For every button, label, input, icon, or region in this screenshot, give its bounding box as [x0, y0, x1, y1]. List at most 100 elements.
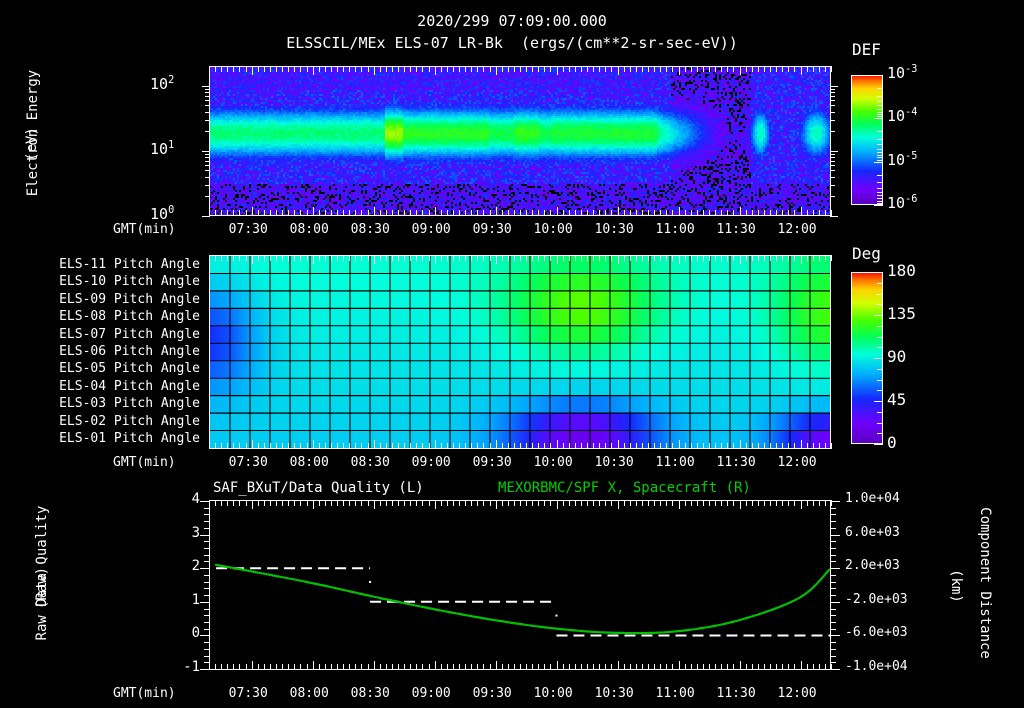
tick-mark — [410, 66, 411, 72]
tick-mark — [877, 433, 883, 434]
tick-mark — [801, 255, 802, 264]
tick-mark — [447, 443, 448, 449]
tick-mark — [599, 500, 600, 506]
tick-mark — [727, 664, 728, 670]
tick-mark — [325, 443, 326, 449]
tick-mark — [435, 500, 436, 509]
tick-mark — [204, 575, 210, 576]
tick-mark — [313, 440, 314, 449]
tick-mark — [496, 66, 497, 75]
tick-mark — [819, 500, 820, 506]
tick-mark — [343, 255, 344, 261]
tick-mark — [239, 500, 240, 506]
tick-mark — [313, 66, 314, 75]
tick-mark — [508, 443, 509, 449]
tick-mark — [282, 255, 283, 261]
tick-mark — [544, 66, 545, 72]
tick-mark — [740, 255, 741, 264]
tick-mark — [877, 101, 883, 102]
tick-mark — [202, 151, 210, 152]
tick-mark — [877, 390, 883, 391]
tick-mark — [355, 255, 356, 261]
tick-mark — [636, 210, 637, 216]
tick-mark — [422, 210, 423, 216]
tick-mark — [605, 443, 606, 449]
tick-mark — [624, 664, 625, 670]
tick-mark — [209, 210, 210, 216]
tick-mark — [429, 500, 430, 506]
tick-mark — [490, 66, 491, 72]
tick-mark — [752, 210, 753, 216]
tick-mark — [758, 500, 759, 506]
tick-mark — [288, 210, 289, 216]
tick-mark — [435, 440, 436, 449]
tick-mark — [587, 255, 588, 261]
quality-xtick-10:00: 10:00 — [533, 686, 573, 701]
tick-mark — [877, 412, 883, 413]
tick-mark — [599, 66, 600, 72]
tick-mark — [654, 500, 655, 506]
tick-mark — [416, 210, 417, 216]
quality-xtick-11:00: 11:00 — [655, 686, 695, 701]
tick-mark — [477, 664, 478, 670]
tick-mark — [715, 500, 716, 506]
tick-mark — [416, 443, 417, 449]
tick-mark — [740, 66, 741, 75]
tick-mark — [550, 255, 551, 261]
tick-mark — [654, 664, 655, 670]
tick-mark — [746, 210, 747, 216]
tick-mark — [666, 664, 667, 670]
tick-mark — [270, 443, 271, 449]
tick-mark — [825, 210, 826, 216]
tick-mark — [282, 210, 283, 216]
tick-mark — [830, 151, 838, 152]
tick-mark — [204, 528, 210, 529]
tick-mark — [691, 210, 692, 216]
tick-mark — [709, 443, 710, 449]
spectrogram-xtick-12:00: 12:00 — [777, 222, 817, 237]
tick-mark — [233, 664, 234, 670]
pitch-row-label-7: ELS-07 Pitch Angle — [59, 326, 200, 342]
tick-mark — [703, 255, 704, 261]
tick-mark — [830, 629, 836, 630]
tick-mark — [575, 255, 576, 261]
tick-mark — [782, 66, 783, 72]
tick-mark — [233, 210, 234, 216]
tick-mark — [618, 661, 619, 670]
tick-mark — [514, 500, 515, 506]
tick-mark — [605, 66, 606, 72]
tick-mark — [264, 210, 265, 216]
tick-mark — [770, 210, 771, 216]
tick-mark — [374, 255, 375, 264]
tick-mark — [429, 443, 430, 449]
tick-mark — [801, 440, 802, 449]
tick-mark — [672, 66, 673, 72]
tick-mark — [204, 548, 210, 549]
tick-mark — [349, 500, 350, 506]
tick-mark — [288, 443, 289, 449]
tick-mark — [204, 609, 210, 610]
tick-mark — [563, 255, 564, 261]
tick-mark — [496, 500, 497, 509]
tick-mark — [654, 210, 655, 216]
tick-mark — [830, 588, 836, 589]
tick-mark — [746, 664, 747, 670]
spectrogram-image — [209, 66, 831, 216]
tick-mark — [550, 443, 551, 449]
tick-mark — [727, 500, 728, 506]
tick-mark — [483, 255, 484, 261]
tick-mark — [270, 66, 271, 72]
tick-mark — [459, 443, 460, 449]
spectrogram-xtick-11:30: 11:30 — [716, 222, 756, 237]
deg-tick-label-90: 90 — [887, 347, 907, 366]
tick-mark — [204, 521, 210, 522]
tick-mark — [642, 66, 643, 72]
tick-mark — [246, 443, 247, 449]
tick-mark — [374, 440, 375, 449]
tick-mark — [660, 664, 661, 670]
tick-mark — [361, 210, 362, 216]
deg-tick-label-45: 45 — [887, 390, 907, 409]
tick-mark — [679, 440, 680, 449]
tick-mark — [877, 114, 883, 115]
tick-mark — [770, 443, 771, 449]
